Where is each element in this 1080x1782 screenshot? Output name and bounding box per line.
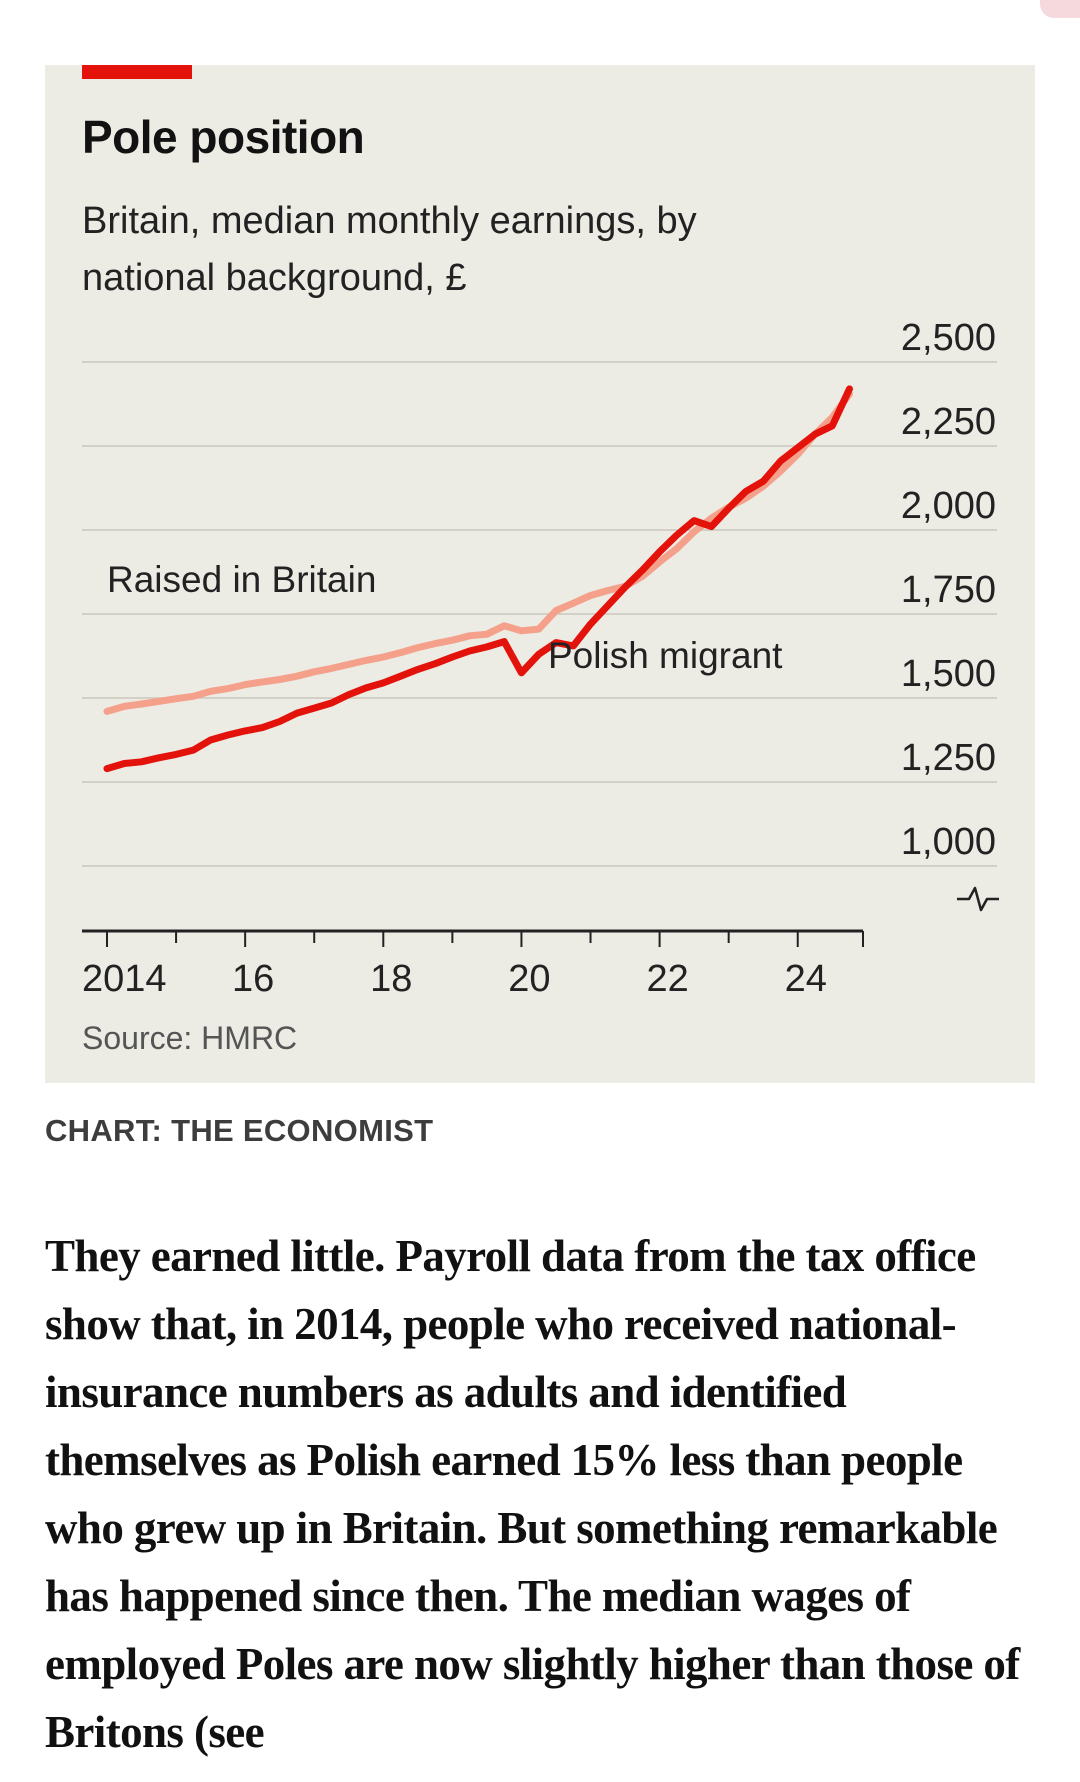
x-tick-label-2020: 20 (508, 958, 550, 995)
x-tick-label-2024: 24 (785, 958, 827, 995)
y-tick-label-2500: 2,500 (901, 317, 996, 359)
economist-red-tag (82, 65, 192, 79)
chart-source: Source: HMRC (82, 1020, 298, 1056)
line-chart: 1,000 1,250 1,500 1,750 2,000 2,250 2,500 Rais… (82, 317, 999, 995)
series-labels: Raised in Britain Polish migrant (107, 559, 783, 676)
y-tick-label-1000: 1,000 (901, 821, 996, 863)
corner-tab (1040, 0, 1080, 18)
y-tick-labels: 1,000 1,250 1,500 1,750 2,000 2,250 2,500 (901, 317, 996, 863)
y-tick-label-1750: 1,750 (901, 569, 996, 611)
y-tick-label-1250: 1,250 (901, 737, 996, 779)
x-tick-label-2022: 22 (646, 958, 688, 995)
chart-credit: CHART: THE ECONOMIST (45, 1113, 434, 1148)
chart-subtitle: Britain, median monthly earnings, by nat… (82, 200, 697, 299)
series-line-polish-migrant (103, 385, 853, 773)
chart-title: Pole position (82, 111, 365, 163)
axis-break-icon (957, 886, 999, 912)
y-tick-label-1500: 1,500 (901, 653, 996, 695)
x-tick-label-2016: 16 (232, 958, 274, 995)
x-tick-label-2018: 18 (370, 958, 412, 995)
series-label-polish-migrant: Polish migrant (548, 635, 783, 676)
axis-break-icon (957, 886, 999, 912)
grid-lines (82, 361, 997, 867)
article-paragraph: They earned little. Payroll data from th… (45, 1231, 1020, 1757)
y-tick-label-2250: 2,250 (901, 401, 996, 443)
y-tick-label-2000: 2,000 (901, 485, 996, 527)
x-tick-label-2014: 2014 (82, 958, 167, 995)
x-axis: 2014 16 18 20 22 24 (82, 929, 864, 995)
series-label-raised-in-britain: Raised in Britain (107, 559, 376, 600)
chart-card: Pole position Britain, median monthly ea… (45, 65, 1035, 1083)
series-lines (103, 385, 853, 773)
